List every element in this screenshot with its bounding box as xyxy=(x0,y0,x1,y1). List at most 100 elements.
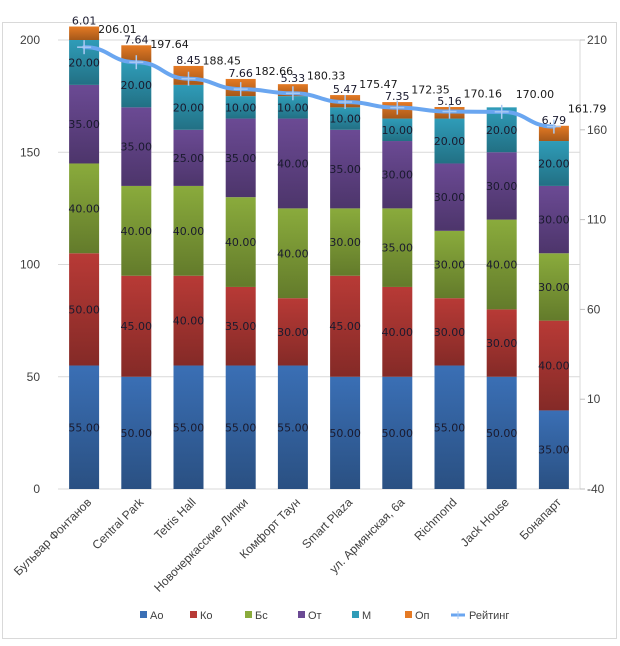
segment-data-label: 35.00 xyxy=(329,163,361,176)
bar-segment xyxy=(486,309,517,377)
segment-data-label: 30.00 xyxy=(434,326,466,339)
segment-data-label: 10.00 xyxy=(225,101,257,114)
segment-data-label: 30.00 xyxy=(538,281,570,294)
bar-segment xyxy=(330,129,361,209)
y-tick-label: 50 xyxy=(27,370,41,384)
bar-segment xyxy=(225,197,256,287)
x-tick-label: Бонапарт xyxy=(517,495,565,543)
y-tick-label: 100 xyxy=(20,258,40,272)
segment-data-label: 30.00 xyxy=(434,191,466,204)
bar-segment xyxy=(434,230,465,299)
bar-segment xyxy=(173,365,204,489)
segment-data-label: 30.00 xyxy=(329,236,361,249)
segment-data-label: 5.47 xyxy=(333,83,358,96)
bar-segment xyxy=(173,84,204,130)
bar-segment xyxy=(121,107,152,186)
segment-data-label: 30.00 xyxy=(434,259,466,272)
segment-data-label: 55.00 xyxy=(68,421,100,434)
y2-tick-label: 10 xyxy=(587,392,601,406)
segment-data-label: 30.00 xyxy=(382,169,414,182)
bar-segment xyxy=(277,298,308,366)
segment-data-label: 40.00 xyxy=(121,225,153,238)
bar-segment xyxy=(69,84,100,164)
segment-data-label: 45.00 xyxy=(121,320,153,333)
segment-data-label: 20.00 xyxy=(68,56,100,69)
segment-data-label: 40.00 xyxy=(538,360,570,373)
axes: 0 50 100 150 200 -40 10 60 110 160 210 Бульвар Фонт… xyxy=(11,33,607,595)
bar-segment xyxy=(277,118,308,209)
bar-segment xyxy=(538,253,569,321)
bar-segment xyxy=(538,141,569,186)
segment-data-label: 50.00 xyxy=(382,427,414,440)
segment-data-label: 30.00 xyxy=(486,180,518,193)
segment-data-label: 55.00 xyxy=(173,421,205,434)
bar-segment xyxy=(121,45,152,63)
bar-segment xyxy=(225,286,256,366)
bar-segment xyxy=(225,96,256,119)
segment-data-label: 35.00 xyxy=(225,320,257,333)
segment-data-label: 10.00 xyxy=(382,124,414,137)
bar-segment xyxy=(382,376,413,489)
segment-data-label: 10.00 xyxy=(277,101,309,114)
segment-data-label: 55.00 xyxy=(277,421,309,434)
segment-data-label: 50.00 xyxy=(121,427,153,440)
bar-segment xyxy=(434,298,465,366)
rating-data-label: 180.33 xyxy=(307,69,346,82)
segment-data-label: 6.01 xyxy=(72,15,97,28)
segment-data-label: 30.00 xyxy=(277,326,309,339)
y2-tick-label: 110 xyxy=(587,213,606,227)
segment-data-label: 35.00 xyxy=(225,152,257,165)
bar-segment xyxy=(173,129,204,186)
legend-label: От xyxy=(308,610,322,622)
data-labels: 55.00 50.00 40.00 35.00 20.00 6.01 50.00 45.00 4… xyxy=(68,15,606,457)
bar-segment xyxy=(69,163,100,254)
legend-label: Ко xyxy=(200,610,213,622)
bar-segment xyxy=(538,320,569,411)
rating-data-label: 197.64 xyxy=(150,38,189,51)
segment-data-label: 35.00 xyxy=(382,242,414,255)
segment-data-label: 30.00 xyxy=(538,214,570,227)
segment-data-label: 55.00 xyxy=(225,421,257,434)
segment-data-label: 5.33 xyxy=(281,72,306,85)
segment-data-label: 20.00 xyxy=(434,135,466,148)
legend-swatch xyxy=(245,611,252,618)
legend-label: Рейтинг xyxy=(469,610,509,622)
segment-data-label: 40.00 xyxy=(173,315,205,328)
bar-segment xyxy=(277,365,308,489)
segment-data-label: 40.00 xyxy=(277,157,309,170)
segment-data-label: 7.66 xyxy=(228,67,253,80)
y2-tick-label: 160 xyxy=(587,123,607,137)
bar-segment xyxy=(225,118,256,198)
segment-data-label: 20.00 xyxy=(173,101,205,114)
bar-segment xyxy=(277,96,308,119)
segment-data-label: 35.00 xyxy=(538,444,570,457)
bars xyxy=(69,26,569,489)
rating-data-label: 188.45 xyxy=(203,55,242,68)
legend-swatch xyxy=(190,611,197,618)
legend-swatch xyxy=(405,611,412,618)
bar-segment xyxy=(434,118,465,164)
bar-segment xyxy=(434,365,465,489)
bar-segment xyxy=(121,376,152,489)
bar-segment xyxy=(330,376,361,489)
rating-data-label: 170.00 xyxy=(516,88,555,101)
segment-data-label: 40.00 xyxy=(382,326,414,339)
segment-data-label: 7.35 xyxy=(385,90,410,103)
legend: Ао Ко Бс От М Оп Рейтинг xyxy=(140,610,509,622)
segment-data-label: 40.00 xyxy=(225,236,257,249)
rating-data-label: 170.16 xyxy=(464,88,503,101)
y2-tick-label: 210 xyxy=(587,33,607,47)
bar-segment xyxy=(69,253,100,366)
bar-segment xyxy=(69,26,100,40)
rating-data-label: 175.47 xyxy=(359,78,398,91)
segment-data-label: 25.00 xyxy=(173,152,205,165)
segment-data-label: 55.00 xyxy=(434,421,466,434)
bar-segment xyxy=(382,118,413,142)
bar-segment xyxy=(486,219,517,310)
bar-segment xyxy=(225,365,256,489)
bar-segment xyxy=(121,62,152,108)
segment-data-label: 20.00 xyxy=(538,157,570,170)
bar-segment xyxy=(486,152,517,220)
segment-data-label: 35.00 xyxy=(68,118,100,131)
y-tick-label: 200 xyxy=(20,33,40,47)
